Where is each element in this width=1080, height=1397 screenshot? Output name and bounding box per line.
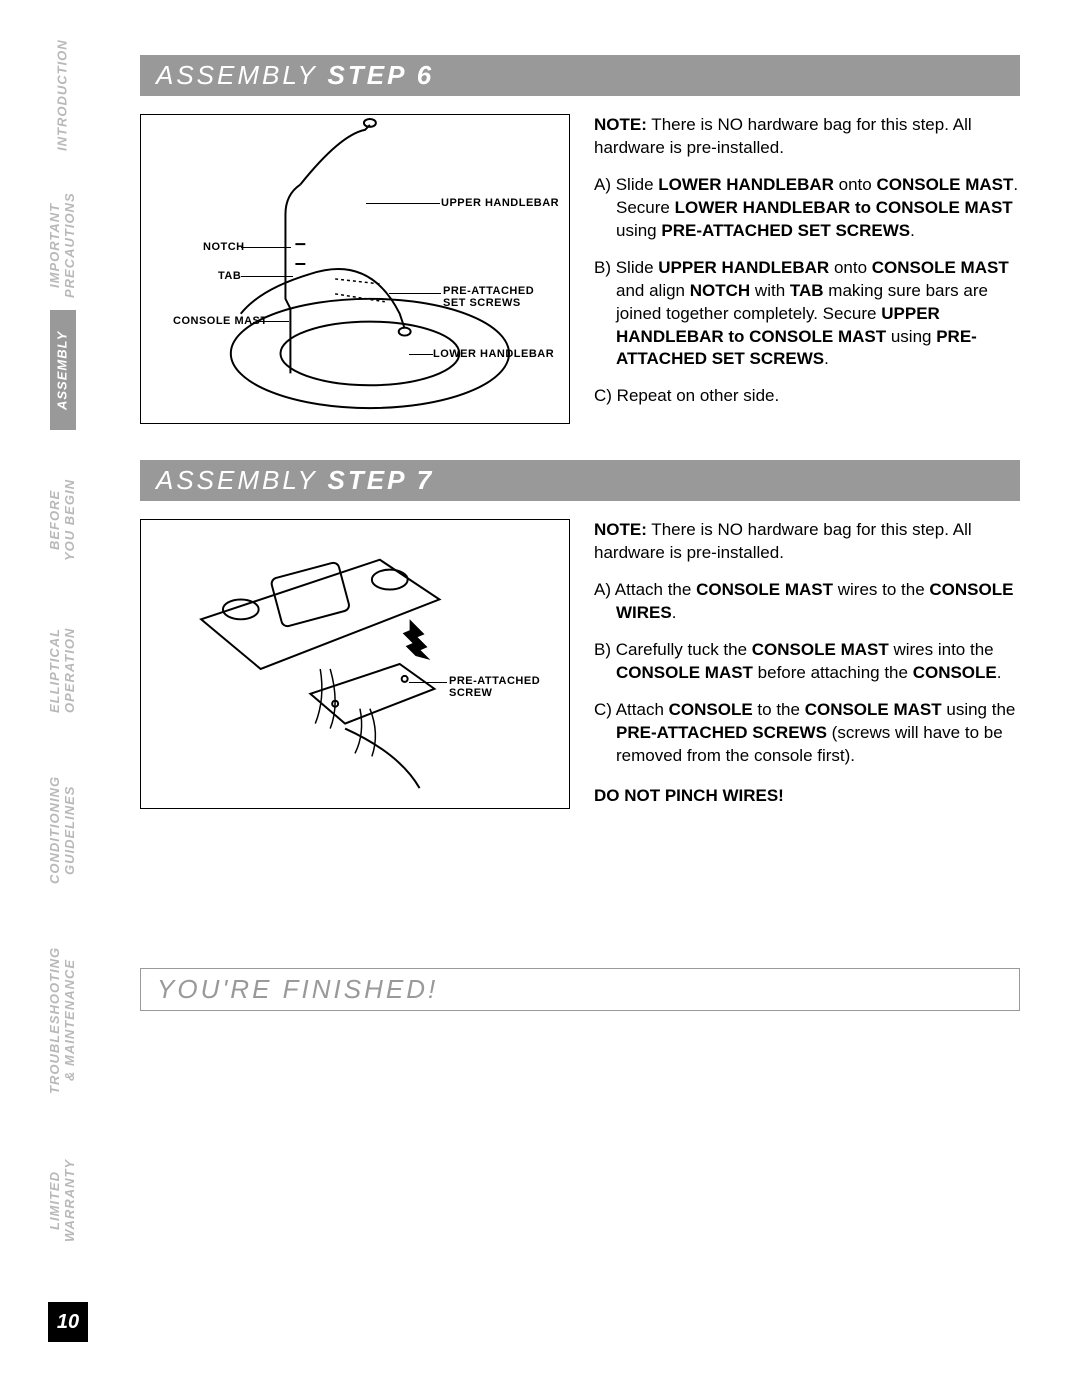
label-upper-handlebar: UPPER HANDLEBAR <box>441 197 559 209</box>
step6-header-bold: STEP 6 <box>328 60 435 90</box>
finished-header: YOU'RE FINISHED! <box>140 968 1020 1011</box>
step6-illustration <box>141 115 569 423</box>
step7-header-bold: STEP 7 <box>328 465 435 495</box>
nav-item-2: ASSEMBLY <box>50 310 76 430</box>
step6-header-prefix: ASSEMBLY <box>156 60 328 90</box>
main-content: ASSEMBLY STEP 6 <box>140 55 1020 1011</box>
label-console-mast: CONSOLE MAST <box>173 315 268 327</box>
step6-header: ASSEMBLY STEP 6 <box>140 55 1020 96</box>
step7-warning: DO NOT PINCH WIRES! <box>594 785 1020 808</box>
step6-b: B) Slide UPPER HANDLEBAR onto CONSOLE MA… <box>594 257 1020 372</box>
step6-note: NOTE: There is NO hardware bag for this … <box>594 114 1020 160</box>
step7-note: NOTE: There is NO hardware bag for this … <box>594 519 1020 565</box>
step7-illustration <box>141 520 569 808</box>
step7-header: ASSEMBLY STEP 7 <box>140 460 1020 501</box>
label-preattached-screw: PRE-ATTACHED SCREW <box>449 675 540 699</box>
step7-c: C) Attach CONSOLE to the CONSOLE MAST us… <box>594 699 1020 768</box>
nav-item-1: IMPORTANT PRECAUTIONS <box>50 180 76 310</box>
step6-diagram: UPPER HANDLEBAR NOTCH TAB CONSOLE MAST P… <box>140 114 570 424</box>
step7-b: B) Carefully tuck the CONSOLE MAST wires… <box>594 639 1020 685</box>
sidebar-nav: INTRODUCTION IMPORTANT PRECAUTIONSASSEMBL… <box>0 30 100 1330</box>
nav-item-4: ELLIPTICAL OPERATION <box>50 610 76 730</box>
nav-item-7: LIMITED WARRANTY <box>50 1140 76 1260</box>
step7-body: PRE-ATTACHED SCREW NOTE: There is NO har… <box>140 519 1020 822</box>
label-lower-handlebar: LOWER HANDLEBAR <box>433 348 554 360</box>
label-notch: NOTCH <box>203 241 245 253</box>
step7-instructions: NOTE: There is NO hardware bag for this … <box>594 519 1020 822</box>
page-number: 10 <box>48 1302 88 1342</box>
step6-body: UPPER HANDLEBAR NOTCH TAB CONSOLE MAST P… <box>140 114 1020 424</box>
nav-item-5: CONDITIONING GUIDELINES <box>50 760 76 900</box>
nav-item-6: TROUBLESHOOTING & MAINTENANCE <box>50 930 76 1110</box>
nav-item-3: BEFORE YOU BEGIN <box>50 460 76 580</box>
step7-diagram: PRE-ATTACHED SCREW <box>140 519 570 809</box>
label-tab: TAB <box>218 270 241 282</box>
step6-c: C) Repeat on other side. <box>594 385 1020 408</box>
step6-a: A) Slide LOWER HANDLEBAR onto CONSOLE MA… <box>594 174 1020 243</box>
step6-instructions: NOTE: There is NO hardware bag for this … <box>594 114 1020 424</box>
nav-item-0: INTRODUCTION <box>50 30 76 160</box>
step7-header-prefix: ASSEMBLY <box>156 465 328 495</box>
step7-a: A) Attach the CONSOLE MAST wires to the … <box>594 579 1020 625</box>
label-preattached-setscrews: PRE-ATTACHED SET SCREWS <box>443 285 534 309</box>
